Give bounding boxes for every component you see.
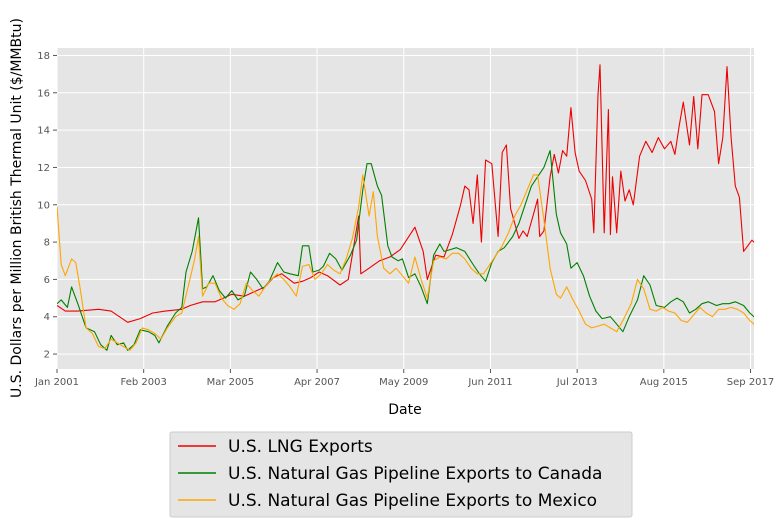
legend-label-1: U.S. LNG Exports <box>228 437 373 457</box>
y-tick-label: 12 <box>37 163 50 174</box>
y-tick-label: 6 <box>44 275 50 286</box>
y-tick-label: 10 <box>37 200 50 211</box>
legend-label-2: U.S. Natural Gas Pipeline Exports to Can… <box>228 464 602 484</box>
x-tick-label: May 2009 <box>379 377 428 388</box>
grid-lines <box>56 48 754 369</box>
x-tick-label: Jul 2013 <box>556 377 598 388</box>
x-tick-label: Jan 2001 <box>34 377 79 388</box>
series-line-3 <box>57 174 754 351</box>
y-tick-label: 2 <box>44 350 50 361</box>
axis-ticks: 2 4 6 8 10 12 14 16 18 Jan 2001 Feb 2003 Mar 2005 Ap… <box>34 51 774 388</box>
legend-label-3: U.S. Natural Gas Pipeline Exports to Mex… <box>228 491 597 511</box>
legend: U.S. LNG Exports U.S. Natural Gas Pipelin… <box>169 431 633 518</box>
y-axis-label: U.S. Dollars per Million British Thermal… <box>9 18 25 398</box>
plot-background <box>57 48 754 369</box>
x-tick-label: Feb 2003 <box>121 377 167 388</box>
y-tick-label: 16 <box>37 88 50 99</box>
legend-box <box>169 431 633 518</box>
series-line-2 <box>57 150 754 351</box>
x-tick-label: Jun 2011 <box>467 377 512 388</box>
x-tick-label: Apr 2007 <box>294 377 340 388</box>
y-tick-label: 8 <box>44 238 50 249</box>
series-layer <box>57 64 754 351</box>
y-tick-label: 18 <box>37 51 50 62</box>
y-tick-label: 14 <box>37 126 50 137</box>
x-axis-label: Date <box>388 402 421 418</box>
x-tick-label: Mar 2005 <box>207 377 255 388</box>
y-tick-label: 4 <box>44 312 50 323</box>
x-tick-label: Sep 2017 <box>727 377 774 388</box>
x-tick-label: Aug 2015 <box>640 377 688 388</box>
